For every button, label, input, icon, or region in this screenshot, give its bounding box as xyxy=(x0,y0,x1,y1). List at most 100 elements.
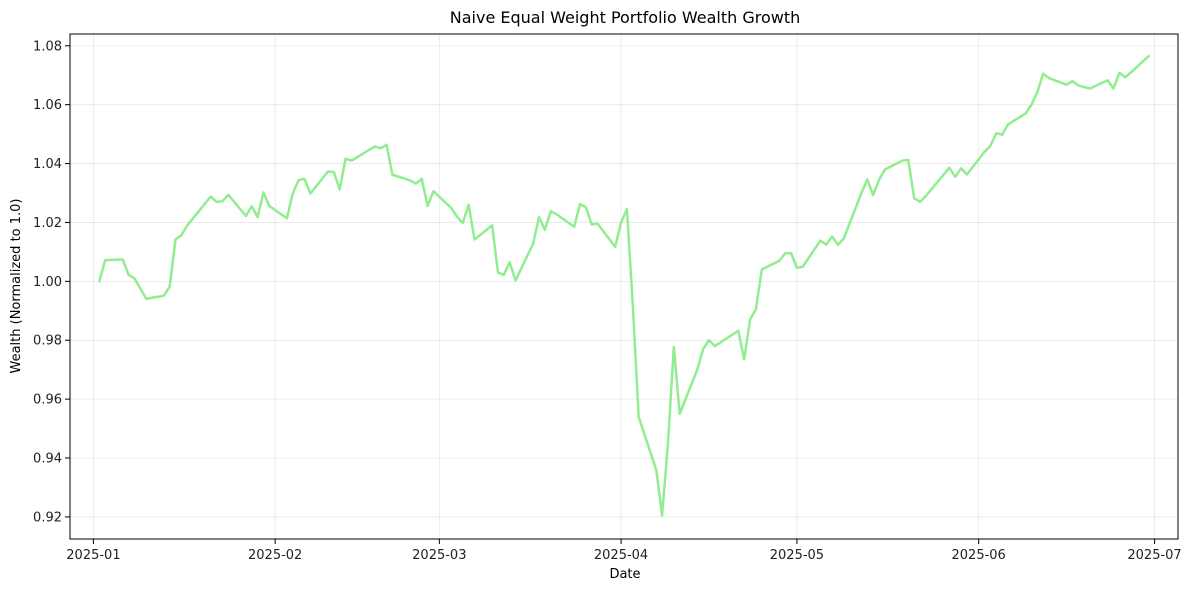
wealth-data-point xyxy=(655,468,658,471)
wealth-data-point xyxy=(98,280,101,283)
plot-area-frame xyxy=(69,33,1179,540)
y-tick-label: 1.04 xyxy=(33,157,62,172)
wealth-data-point xyxy=(344,157,347,160)
y-tick-label: 1.08 xyxy=(33,39,62,54)
wealth-data-point xyxy=(244,214,247,217)
x-axis-title: Date xyxy=(609,567,640,582)
wealth-data-point xyxy=(995,132,998,135)
y-tick-label: 0.92 xyxy=(33,510,62,525)
wealth-data-point xyxy=(573,225,576,228)
wealth-data-point xyxy=(250,205,253,208)
wealth-data-point xyxy=(514,279,517,282)
wealth-data-point xyxy=(338,188,341,191)
wealth-data-point xyxy=(1118,71,1121,74)
wealth-data-point xyxy=(989,144,992,147)
y-axis-title: Wealth (Normalized to 1.0) xyxy=(9,199,24,374)
wealth-data-point xyxy=(1048,77,1051,80)
wealth-data-point xyxy=(502,273,505,276)
wealth-data-point xyxy=(332,171,335,174)
wealth-data-point xyxy=(784,252,787,255)
wealth-data-point xyxy=(414,182,417,185)
wealth-data-point xyxy=(743,358,746,361)
wealth-data-point xyxy=(1089,87,1092,90)
wealth-data-point xyxy=(467,203,470,206)
wealth-data-point xyxy=(778,259,781,262)
wealth-data-point xyxy=(878,178,881,181)
wealth-data-point xyxy=(620,221,623,224)
wealth-data-point xyxy=(831,235,834,238)
wealth-data-point xyxy=(256,216,259,219)
wealth-data-point xyxy=(1147,55,1150,58)
wealth-data-point xyxy=(303,177,306,180)
wealth-data-point xyxy=(872,194,875,197)
wealth-data-point xyxy=(145,297,148,300)
y-tick-label: 0.96 xyxy=(33,393,62,408)
wealth-data-point xyxy=(749,318,752,321)
wealth-data-point xyxy=(268,204,271,207)
wealth-data-point xyxy=(1065,83,1068,86)
y-tick-label: 0.98 xyxy=(33,334,62,349)
wealth-data-point xyxy=(801,265,804,268)
wealth-data-point xyxy=(1112,87,1115,90)
wealth-data-point xyxy=(1124,76,1127,79)
wealth-data-point xyxy=(461,222,464,225)
y-tick-label: 1.06 xyxy=(33,98,62,113)
wealth-data-point xyxy=(1042,72,1045,75)
wealth-data-point xyxy=(127,273,130,276)
wealth-data-point xyxy=(661,514,664,517)
wealth-data-point xyxy=(168,285,171,288)
wealth-data-point xyxy=(737,329,740,332)
wealth-data-point xyxy=(496,271,499,274)
wealth-data-point xyxy=(350,159,353,162)
x-tick-label: 2025-02 xyxy=(248,548,302,563)
wealth-data-point xyxy=(666,442,669,445)
wealth-data-point xyxy=(860,192,863,195)
wealth-data-point xyxy=(579,203,582,206)
wealth-data-point xyxy=(866,178,869,181)
wealth-data-point xyxy=(883,168,886,171)
wealth-data-point xyxy=(409,179,412,182)
wealth-data-point xyxy=(121,258,124,261)
wealth-data-point xyxy=(549,210,552,213)
wealth-data-point xyxy=(919,200,922,203)
wealth-data-point xyxy=(537,216,540,219)
wealth-data-point xyxy=(555,213,558,216)
y-tick-label: 1.02 xyxy=(33,216,62,231)
wealth-data-point xyxy=(455,215,458,218)
wealth-data-point xyxy=(954,175,957,178)
wealth-data-point xyxy=(965,173,968,176)
axis-ticks: 2025-01 2025-02 2025-03 2025-04 2025-05 2025-… xyxy=(33,39,1182,563)
wealth-data-point xyxy=(637,415,640,418)
wealth-data-point xyxy=(426,204,429,207)
wealth-data-point xyxy=(391,173,394,176)
wealth-data-point xyxy=(174,238,177,241)
x-tick-label: 2025-01 xyxy=(66,548,120,563)
wealth-data-point xyxy=(420,177,423,180)
wealth-data-point xyxy=(983,150,986,153)
wealth-data-point xyxy=(326,170,329,173)
wealth-data-point xyxy=(1030,103,1033,106)
chart-title: Naive Equal Weight Portfolio Wealth Grow… xyxy=(450,8,800,27)
wealth-data-point xyxy=(913,197,916,200)
grid xyxy=(70,34,1178,539)
wealth-data-point xyxy=(760,268,763,271)
wealth-data-point xyxy=(473,238,476,241)
wealth-data-point xyxy=(1077,84,1080,87)
wealth-data-point xyxy=(309,192,312,195)
wealth-data-point xyxy=(754,308,757,311)
wealth-data-point xyxy=(1024,112,1027,115)
wealth-data-point xyxy=(209,195,212,198)
wealth-data-point xyxy=(162,294,165,297)
wealth-data-point xyxy=(1006,123,1009,126)
wealth-data-point xyxy=(186,224,189,227)
wealth-data-point xyxy=(543,228,546,231)
wealth-data-point xyxy=(584,206,587,209)
wealth-data-point xyxy=(614,245,617,248)
wealth-data-point xyxy=(180,234,183,237)
wealth-data-point xyxy=(590,223,593,226)
wealth-data-point xyxy=(432,190,435,193)
x-tick-label: 2025-07 xyxy=(1127,548,1181,563)
wealth-data-point xyxy=(1071,80,1074,83)
wealth-data-point xyxy=(508,261,511,264)
